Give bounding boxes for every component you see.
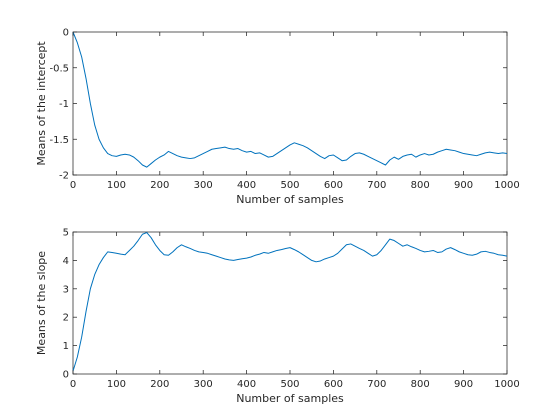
x-tick-label: 500	[280, 180, 299, 191]
series-line-1	[72, 232, 508, 372]
x-tick-label: 600	[324, 180, 343, 191]
x-tick-label: 100	[107, 180, 126, 191]
y-tick-label: 2	[63, 313, 69, 324]
x-tick-label: 900	[454, 180, 473, 191]
x-tick-label: 400	[237, 180, 256, 191]
x-tick-label: 500	[280, 379, 299, 390]
x-tick-label: 700	[367, 379, 386, 390]
y-tick-label: 0	[63, 28, 69, 39]
y-tick-label: 1	[63, 341, 69, 352]
x-axis-label: Number of samples	[236, 392, 344, 405]
x-tick-label: 1000	[494, 379, 519, 390]
x-tick-label: 900	[454, 379, 473, 390]
x-tick-label: 300	[194, 379, 213, 390]
y-tick-label: -1.5	[49, 135, 69, 146]
y-tick-label: -2	[59, 171, 69, 182]
x-tick-label: 0	[70, 180, 76, 191]
plot-area-frame	[72, 231, 508, 375]
x-tick-label: 300	[194, 180, 213, 191]
x-tick-label: 400	[237, 379, 256, 390]
y-tick-label: 4	[63, 256, 69, 267]
subplot-2: 0 100 200 300 400 500 600 700 800 900 1000 0 1 2 3 4 5 Nu…	[35, 228, 520, 406]
x-axis-label: Number of samples	[236, 193, 344, 206]
y-tick-label: -0.5	[49, 63, 69, 74]
x-tick-label: 200	[150, 180, 169, 191]
x-tick-label: 800	[411, 180, 430, 191]
x-tick-label: 100	[107, 379, 126, 390]
y-tick-label: 5	[63, 228, 69, 239]
subplot-1: 0 100 200 300 400 500 600 700 800 900 1000 -2 -1.5 -1…	[35, 28, 520, 207]
y-tick-label: 0	[63, 370, 69, 381]
series-line-1	[72, 31, 508, 168]
x-tick-label: 700	[367, 180, 386, 191]
x-tick-label: 800	[411, 379, 430, 390]
x-tick-label: 200	[150, 379, 169, 390]
y-axis-label: Means of the intercept	[35, 41, 48, 166]
x-tick-label: 600	[324, 379, 343, 390]
y-axis-label: Means of the slope	[35, 251, 48, 355]
y-tick-label: -1	[59, 99, 69, 110]
x-tick-label: 0	[70, 379, 76, 390]
plot-area-frame	[72, 31, 508, 176]
y-tick-label: 3	[63, 284, 69, 295]
x-tick-label: 1000	[494, 180, 519, 191]
